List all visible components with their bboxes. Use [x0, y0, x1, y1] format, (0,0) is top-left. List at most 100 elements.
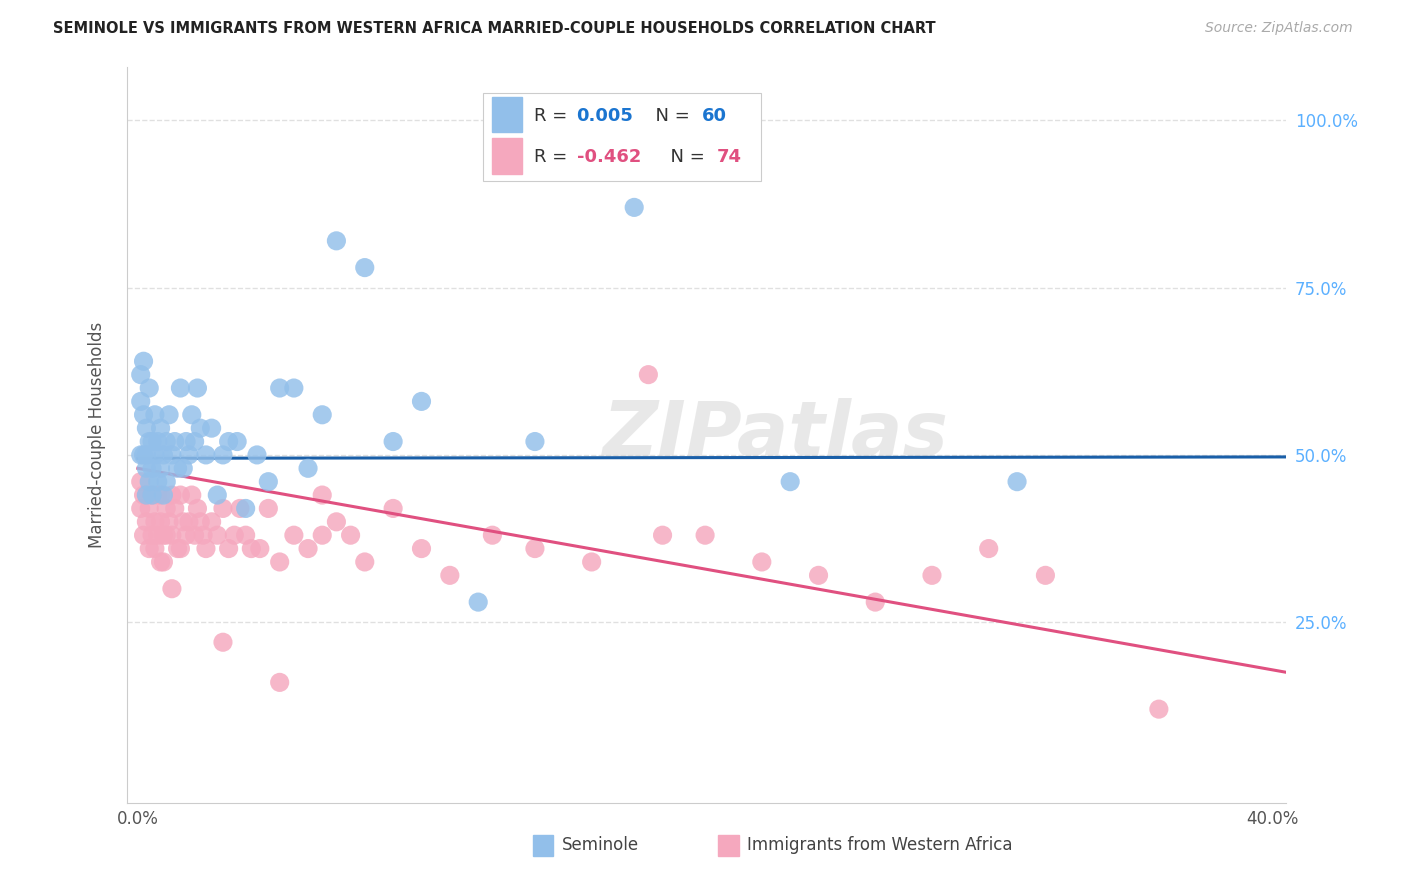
Text: 0.005: 0.005 — [576, 107, 634, 125]
Point — [269, 381, 291, 395]
Point — [146, 528, 169, 542]
Point — [186, 501, 208, 516]
Point — [246, 448, 269, 462]
Point — [235, 528, 257, 542]
Point — [186, 381, 208, 395]
Point — [129, 448, 152, 462]
Text: N =: N = — [659, 148, 710, 167]
Point — [149, 488, 172, 502]
Point — [180, 488, 202, 502]
Point — [226, 434, 249, 449]
Point — [188, 421, 211, 435]
Point — [160, 448, 183, 462]
Point — [152, 448, 174, 462]
Point — [257, 475, 280, 489]
Point — [283, 528, 305, 542]
Point — [152, 488, 174, 502]
Text: -0.462: -0.462 — [576, 148, 641, 167]
Point — [1147, 702, 1170, 716]
Text: ZIPatlas: ZIPatlas — [603, 398, 949, 472]
Point — [353, 555, 375, 569]
Point — [1035, 568, 1057, 582]
Point — [311, 488, 333, 502]
Text: R =: R = — [534, 148, 572, 167]
Point — [152, 528, 174, 542]
Point — [212, 448, 235, 462]
Point — [411, 541, 433, 556]
Point — [152, 555, 174, 569]
Point — [160, 528, 183, 542]
Point — [194, 448, 217, 462]
Point — [257, 501, 280, 516]
Point — [146, 475, 169, 489]
Point — [311, 408, 333, 422]
Point — [212, 501, 235, 516]
Point — [249, 541, 271, 556]
Point — [149, 421, 172, 435]
Point — [155, 434, 177, 449]
Point — [169, 541, 191, 556]
Point — [779, 475, 801, 489]
Point — [235, 501, 257, 516]
Point — [311, 528, 333, 542]
Point — [146, 434, 169, 449]
Text: Seminole: Seminole — [561, 837, 638, 855]
Point — [353, 260, 375, 275]
Point — [132, 354, 155, 368]
Point — [269, 675, 291, 690]
Point — [166, 541, 188, 556]
Point — [146, 488, 169, 502]
Point — [135, 448, 157, 462]
Point — [132, 488, 155, 502]
Point — [201, 515, 224, 529]
Text: Immigrants from Western Africa: Immigrants from Western Africa — [747, 837, 1012, 855]
Point — [180, 408, 202, 422]
Point — [155, 501, 177, 516]
Point — [207, 528, 229, 542]
Bar — [718, 835, 740, 855]
Point — [212, 635, 235, 649]
Text: 74: 74 — [717, 148, 742, 167]
Point — [183, 528, 205, 542]
Point — [129, 475, 152, 489]
Point — [218, 541, 240, 556]
Point — [163, 501, 186, 516]
Point — [229, 501, 252, 516]
Point — [141, 528, 163, 542]
Point — [135, 488, 157, 502]
Point — [177, 515, 200, 529]
Point — [157, 515, 180, 529]
Point — [149, 515, 172, 529]
Point — [138, 475, 160, 489]
Point — [481, 528, 503, 542]
Point — [240, 541, 263, 556]
Text: SEMINOLE VS IMMIGRANTS FROM WESTERN AFRICA MARRIED-COUPLE HOUSEHOLDS CORRELATION: SEMINOLE VS IMMIGRANTS FROM WESTERN AFRI… — [53, 21, 936, 37]
Point — [224, 528, 246, 542]
Point — [135, 421, 157, 435]
Text: Source: ZipAtlas.com: Source: ZipAtlas.com — [1205, 21, 1353, 36]
Point — [138, 501, 160, 516]
Point — [169, 488, 191, 502]
Y-axis label: Married-couple Households: Married-couple Households — [87, 322, 105, 548]
Text: R =: R = — [534, 107, 572, 125]
Point — [143, 515, 166, 529]
Point — [129, 368, 152, 382]
Bar — [482, 93, 761, 181]
Point — [207, 488, 229, 502]
Point — [807, 568, 830, 582]
Point — [166, 461, 188, 475]
Point — [132, 408, 155, 422]
Point — [141, 461, 163, 475]
Point — [269, 555, 291, 569]
Point — [160, 488, 183, 502]
Point — [637, 368, 659, 382]
Point — [297, 541, 319, 556]
Point — [651, 528, 673, 542]
Point — [218, 434, 240, 449]
Point — [143, 541, 166, 556]
Point — [977, 541, 1000, 556]
Point — [693, 528, 716, 542]
Point — [169, 381, 191, 395]
Point — [751, 555, 773, 569]
Point — [172, 515, 194, 529]
